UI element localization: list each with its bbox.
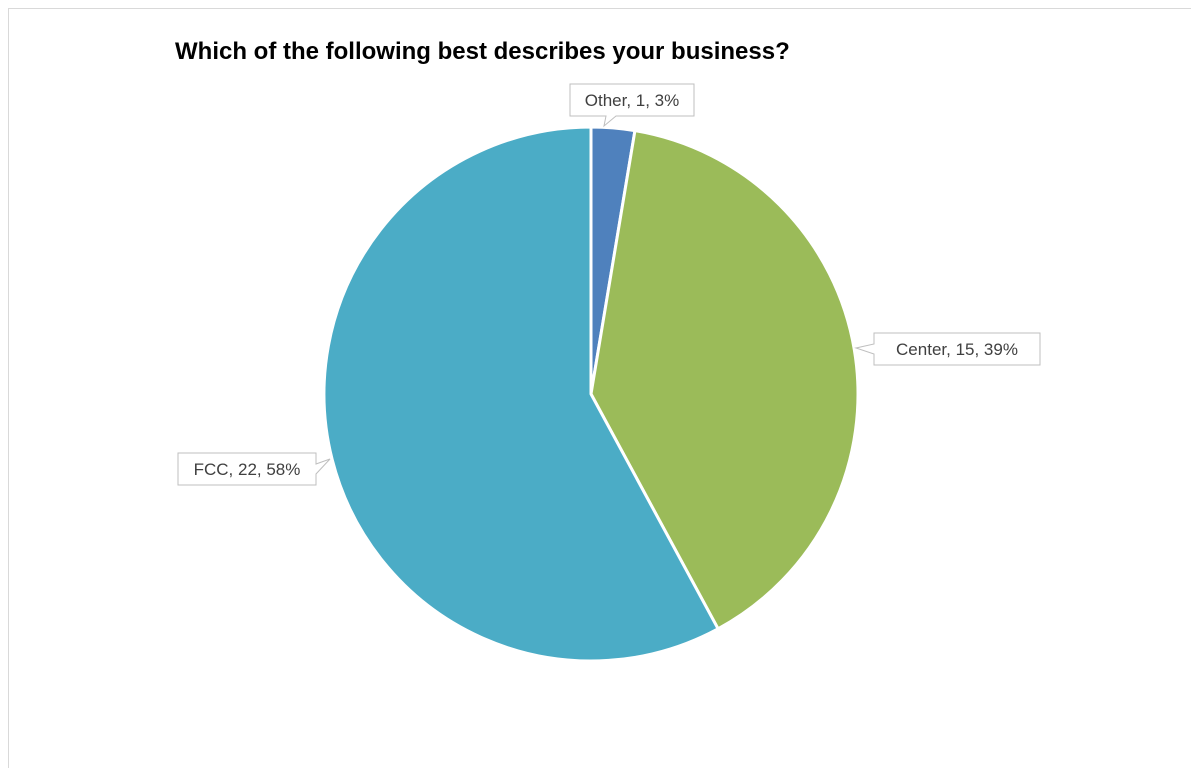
data-label-text: FCC, 22, 58% bbox=[194, 460, 301, 479]
data-label-other: Other, 1, 3% bbox=[569, 83, 695, 128]
data-label-text: Other, 1, 3% bbox=[585, 91, 680, 110]
data-label-center: Center, 15, 39% bbox=[854, 332, 1041, 366]
data-label-box bbox=[177, 452, 331, 486]
pie-slice-fcc bbox=[322, 125, 720, 663]
data-label-text: Center, 15, 39% bbox=[896, 340, 1018, 359]
data-label-box bbox=[854, 332, 1041, 366]
data-label-fcc: FCC, 22, 58% bbox=[177, 452, 331, 486]
chart-title: Which of the following best describes yo… bbox=[175, 38, 790, 65]
data-label-box bbox=[569, 83, 695, 128]
pie-slice-center bbox=[589, 129, 860, 631]
